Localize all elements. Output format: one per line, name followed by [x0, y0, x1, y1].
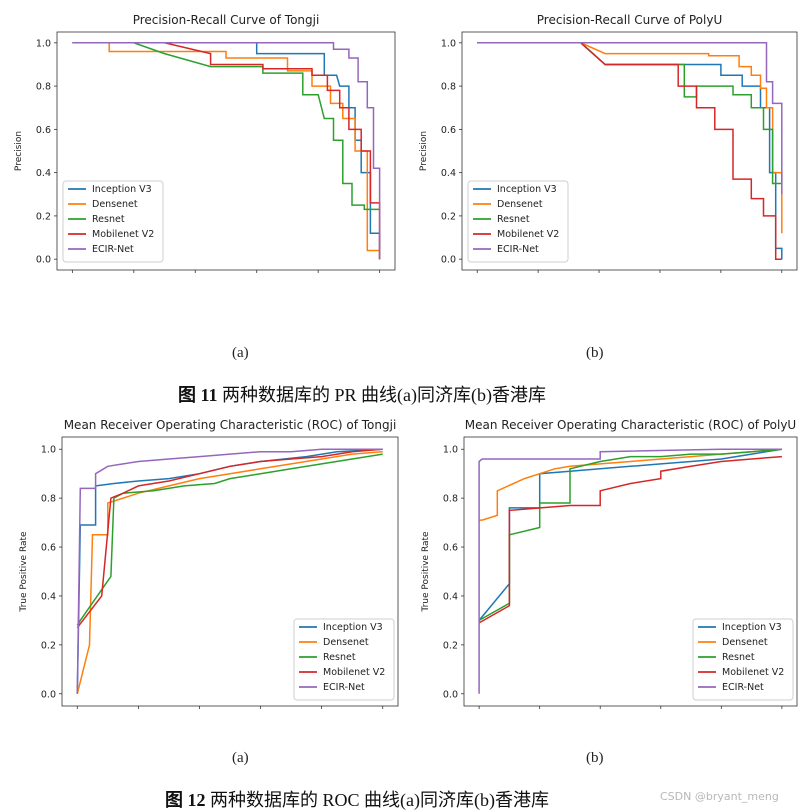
- legend-label-densenet: Densenet: [722, 637, 768, 648]
- y-axis-label: Precision: [14, 131, 24, 171]
- y-axis-label: True Positive Rate: [421, 531, 431, 613]
- chart-title: Mean Receiver Operating Characteristic (…: [64, 418, 397, 432]
- series-line-resnet: [76, 453, 383, 626]
- fig12-caption-text: 两种数据库的 ROC 曲线(a)同济库(b)香港库: [210, 790, 549, 810]
- legend: Inception V3 Densenet Resnet Mobilenet V2 EC…: [62, 180, 164, 263]
- y-tick-label: 0.2: [441, 211, 456, 222]
- y-tick-label: 0.2: [41, 640, 56, 651]
- legend-label-mobilenet: Mobilenet V2: [722, 667, 784, 678]
- chart-svg: 0.0 0.2 0.4 0.6 0.8 1.0 Precision-Recall Curve…: [14, 13, 396, 273]
- y-tick-label: 0.4: [41, 591, 56, 602]
- y-axis-label: True Positive Rate: [19, 531, 29, 613]
- legend-label-resnet: Resnet: [92, 214, 125, 225]
- y-tick-label: 0.2: [443, 640, 458, 651]
- series-line-mobilenet: [76, 448, 383, 629]
- series-line-resnet: [72, 42, 380, 211]
- legend-label-resnet: Resnet: [497, 214, 530, 225]
- plot-frame: [56, 31, 396, 271]
- series-line-ecir: [477, 42, 783, 195]
- series-line-ecir: [76, 448, 383, 694]
- legend-box: [692, 618, 794, 701]
- y-tick-label: 0.8: [441, 82, 456, 93]
- series-line-inception: [478, 448, 783, 621]
- y-tick-label: 1.0: [36, 38, 51, 49]
- chart-pr-polyu: 0.0 0.2 0.4 0.6 0.8 1.0 Precision-Recall Curve…: [415, 0, 806, 310]
- chart-title: Precision-Recall Curve of PolyU: [537, 13, 722, 27]
- fig11-sub-b: (b): [586, 345, 604, 361]
- legend-label-resnet: Resnet: [323, 652, 356, 663]
- legend-label-inception: Inception V3: [722, 622, 782, 633]
- y-tick-label: 1.0: [41, 445, 56, 456]
- plot-frame: [61, 436, 399, 707]
- series-line-mobilenet: [72, 42, 381, 260]
- legend-label-densenet: Densenet: [497, 199, 543, 210]
- y-tick-label: 0.8: [41, 494, 56, 505]
- fig12-caption-label: 图 12: [165, 790, 206, 810]
- y-tick-label: 0.0: [441, 255, 456, 266]
- legend-label-inception: Inception V3: [92, 184, 152, 195]
- chart-pr-tongji: 0.0 0.2 0.4 0.6 0.8 1.0 Precision-Recall Curve…: [5, 0, 405, 310]
- plot-frame: [461, 31, 798, 271]
- legend-label-ecir: ECIR-Net: [497, 244, 539, 255]
- y-tick-label: 0.6: [36, 125, 51, 136]
- chart-title: Mean Receiver Operating Characteristic (…: [465, 418, 796, 432]
- y-tick-label: 0.6: [443, 543, 458, 554]
- y-tick-label: 1.0: [443, 445, 458, 456]
- y-tick-label: 0.6: [441, 125, 456, 136]
- series-line-ecir: [72, 42, 381, 260]
- legend-label-ecir: ECIR-Net: [323, 682, 365, 693]
- legend: Inception V3 Densenet Resnet Mobilenet V2 EC…: [467, 180, 569, 263]
- y-tick-label: 0.0: [443, 689, 458, 700]
- y-tick-label: 1.0: [441, 38, 456, 49]
- fig11-caption: 图 11 两种数据库的 PR 曲线(a)同济库(b)香港库: [178, 381, 546, 407]
- chart-svg: 0.0 0.2 0.4 0.6 0.8 1.0 Precision-Recall Curve…: [419, 13, 798, 273]
- legend: Inception V3 Densenet Resnet Mobilenet V2 EC…: [692, 618, 794, 701]
- legend-label-inception: Inception V3: [323, 622, 383, 633]
- legend-label-mobilenet: Mobilenet V2: [92, 229, 154, 240]
- y-axis-label: Precision: [419, 131, 429, 171]
- y-tick-label: 0.4: [36, 168, 51, 179]
- series-line-mobilenet: [478, 455, 782, 624]
- legend-box: [467, 180, 569, 263]
- series-line-inception: [76, 448, 383, 694]
- legend-box: [62, 180, 164, 263]
- legend-box: [293, 618, 395, 701]
- legend-label-ecir: ECIR-Net: [92, 244, 134, 255]
- series-line-densenet: [479, 448, 782, 521]
- chart-roc-polyu: 0.0 0.2 0.4 0.6 0.8 1.0 Mean Receiver Operatin…: [415, 412, 806, 720]
- series-line-ecir: [478, 448, 782, 694]
- fig12-sub-b: (b): [586, 750, 604, 766]
- legend-label-inception: Inception V3: [497, 184, 557, 195]
- fig12-sub-a: (a): [232, 750, 249, 766]
- plot-frame: [463, 436, 798, 707]
- y-tick-label: 0.4: [443, 591, 458, 602]
- legend-label-mobilenet: Mobilenet V2: [497, 229, 559, 240]
- fig11-sub-a: (a): [232, 345, 249, 361]
- legend-label-densenet: Densenet: [323, 637, 369, 648]
- y-tick-label: 0.4: [441, 168, 456, 179]
- chart-title: Precision-Recall Curve of Tongji: [133, 13, 320, 27]
- csdn-watermark: CSDN @bryant_meng: [660, 790, 779, 803]
- y-tick-label: 0.8: [443, 494, 458, 505]
- y-tick-label: 0.2: [36, 211, 51, 222]
- fig11-caption-text: 两种数据库的 PR 曲线(a)同济库(b)香港库: [222, 385, 546, 405]
- y-tick-label: 0.6: [41, 543, 56, 554]
- chart-svg: 0.0 0.2 0.4 0.6 0.8 1.0 Mean Receiver Operatin…: [421, 418, 798, 709]
- chart-svg: 0.0 0.2 0.4 0.6 0.8 1.0 Mean Receiver Operatin…: [19, 418, 399, 709]
- fig12-caption: 图 12 两种数据库的 ROC 曲线(a)同济库(b)香港库: [165, 786, 549, 812]
- series-line-densenet: [76, 450, 383, 694]
- series-line-mobilenet: [477, 42, 782, 260]
- legend-label-mobilenet: Mobilenet V2: [323, 667, 385, 678]
- legend-label-ecir: ECIR-Net: [722, 682, 764, 693]
- legend-label-resnet: Resnet: [722, 652, 755, 663]
- y-tick-label: 0.8: [36, 82, 51, 93]
- legend: Inception V3 Densenet Resnet Mobilenet V2 EC…: [293, 618, 395, 701]
- legend-label-densenet: Densenet: [92, 199, 138, 210]
- series-line-resnet: [478, 448, 782, 622]
- fig11-caption-label: 图 11: [178, 385, 218, 405]
- chart-roc-tongji: 0.0 0.2 0.4 0.6 0.8 1.0 Mean Receiver Operatin…: [5, 412, 405, 720]
- y-tick-label: 0.0: [36, 255, 51, 266]
- y-tick-label: 0.0: [41, 689, 56, 700]
